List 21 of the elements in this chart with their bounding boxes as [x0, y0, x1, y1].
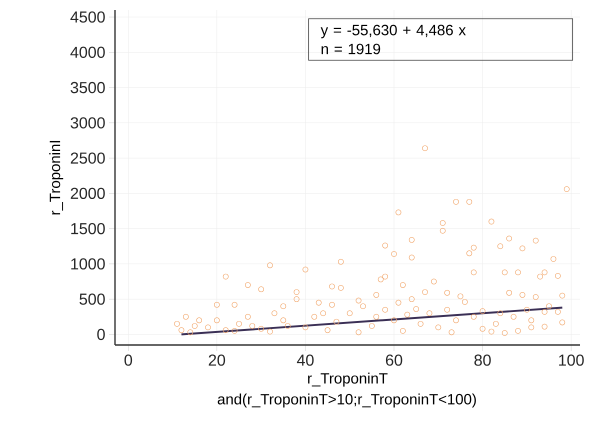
y-axis-title: r_TroponinI	[49, 140, 64, 214]
x-tick-label: 20	[208, 354, 226, 366]
annotation: n = 1919	[322, 44, 380, 54]
y-tick-label: 3000	[70, 117, 105, 128]
y-tick-label: 2500	[70, 152, 105, 164]
text: and(r_TroponinT>10;r_TroponinT<100)	[218, 394, 476, 408]
y-tick-label: 0	[97, 328, 105, 340]
y-tick-label: 4000	[70, 46, 105, 58]
x-tick-label: 60	[386, 354, 402, 366]
x-tick-label: 40	[296, 354, 314, 366]
x-tick-label: 0	[124, 354, 132, 366]
x-tick-label: 100	[559, 354, 584, 366]
y-tick-label: 500	[80, 294, 105, 305]
x-tick-label: 80	[474, 354, 491, 366]
y-tick-label: 4500	[70, 11, 105, 23]
y-tick-label: 1000	[71, 258, 105, 270]
y-tick-label: 1500	[71, 222, 105, 234]
y-tick-label: 2000	[70, 188, 105, 200]
annotation: y = -55,630 + 4,486 x	[320, 24, 466, 38]
y-tick-label: 3500	[70, 82, 105, 94]
x-axis-title: r_TroponinT	[308, 372, 388, 387]
